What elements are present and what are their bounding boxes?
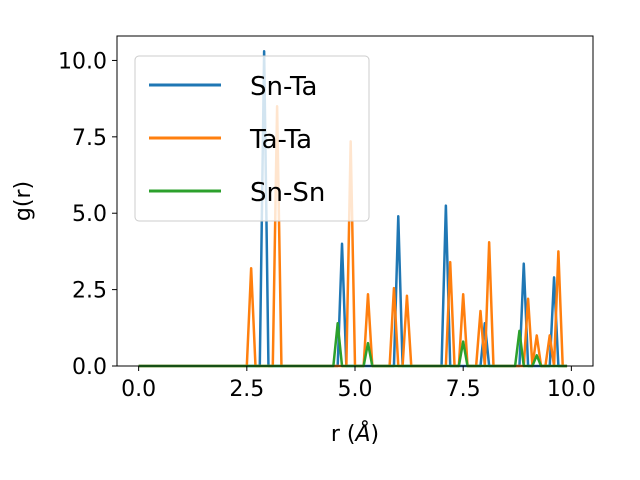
series-line-3 — [138, 321, 568, 368]
legend-label-2: Ta-Ta — [249, 125, 312, 155]
y-tick-label: 10.0 — [58, 49, 107, 74]
x-tick-label: 5.0 — [338, 377, 373, 402]
x-tick-label: 2.5 — [229, 377, 264, 402]
y-tick-label: 5.0 — [72, 202, 107, 227]
x-axis-label: r (Å) — [331, 420, 379, 447]
legend: Sn-Ta Ta-Ta Sn-Sn — [134, 55, 370, 222]
ticks-layer: 0.0 2.5 5.0 7.5 10.0 0.0 2.5 5.0 7.5 10.0 — [58, 49, 596, 402]
y-tick-label: 0.0 — [72, 355, 107, 380]
legend-label-1: Sn-Ta — [250, 72, 318, 102]
legend-entries: Sn-Ta Ta-Ta Sn-Sn — [149, 72, 325, 208]
y-tick-label: 2.5 — [72, 279, 107, 304]
y-tick-label: 7.5 — [72, 126, 107, 151]
x-tick-label: 10.0 — [547, 377, 596, 402]
x-axis-label-symbol: Å — [353, 420, 370, 447]
legend-box — [134, 55, 370, 222]
x-tick-label: 7.5 — [446, 377, 481, 402]
x-tick-label: 0.0 — [121, 377, 156, 402]
x-axis-label-prefix: r ( — [331, 422, 356, 447]
y-axis-label: g(r) — [11, 181, 36, 221]
x-axis-label-suffix: ) — [371, 422, 380, 447]
legend-label-3: Sn-Sn — [250, 178, 325, 208]
